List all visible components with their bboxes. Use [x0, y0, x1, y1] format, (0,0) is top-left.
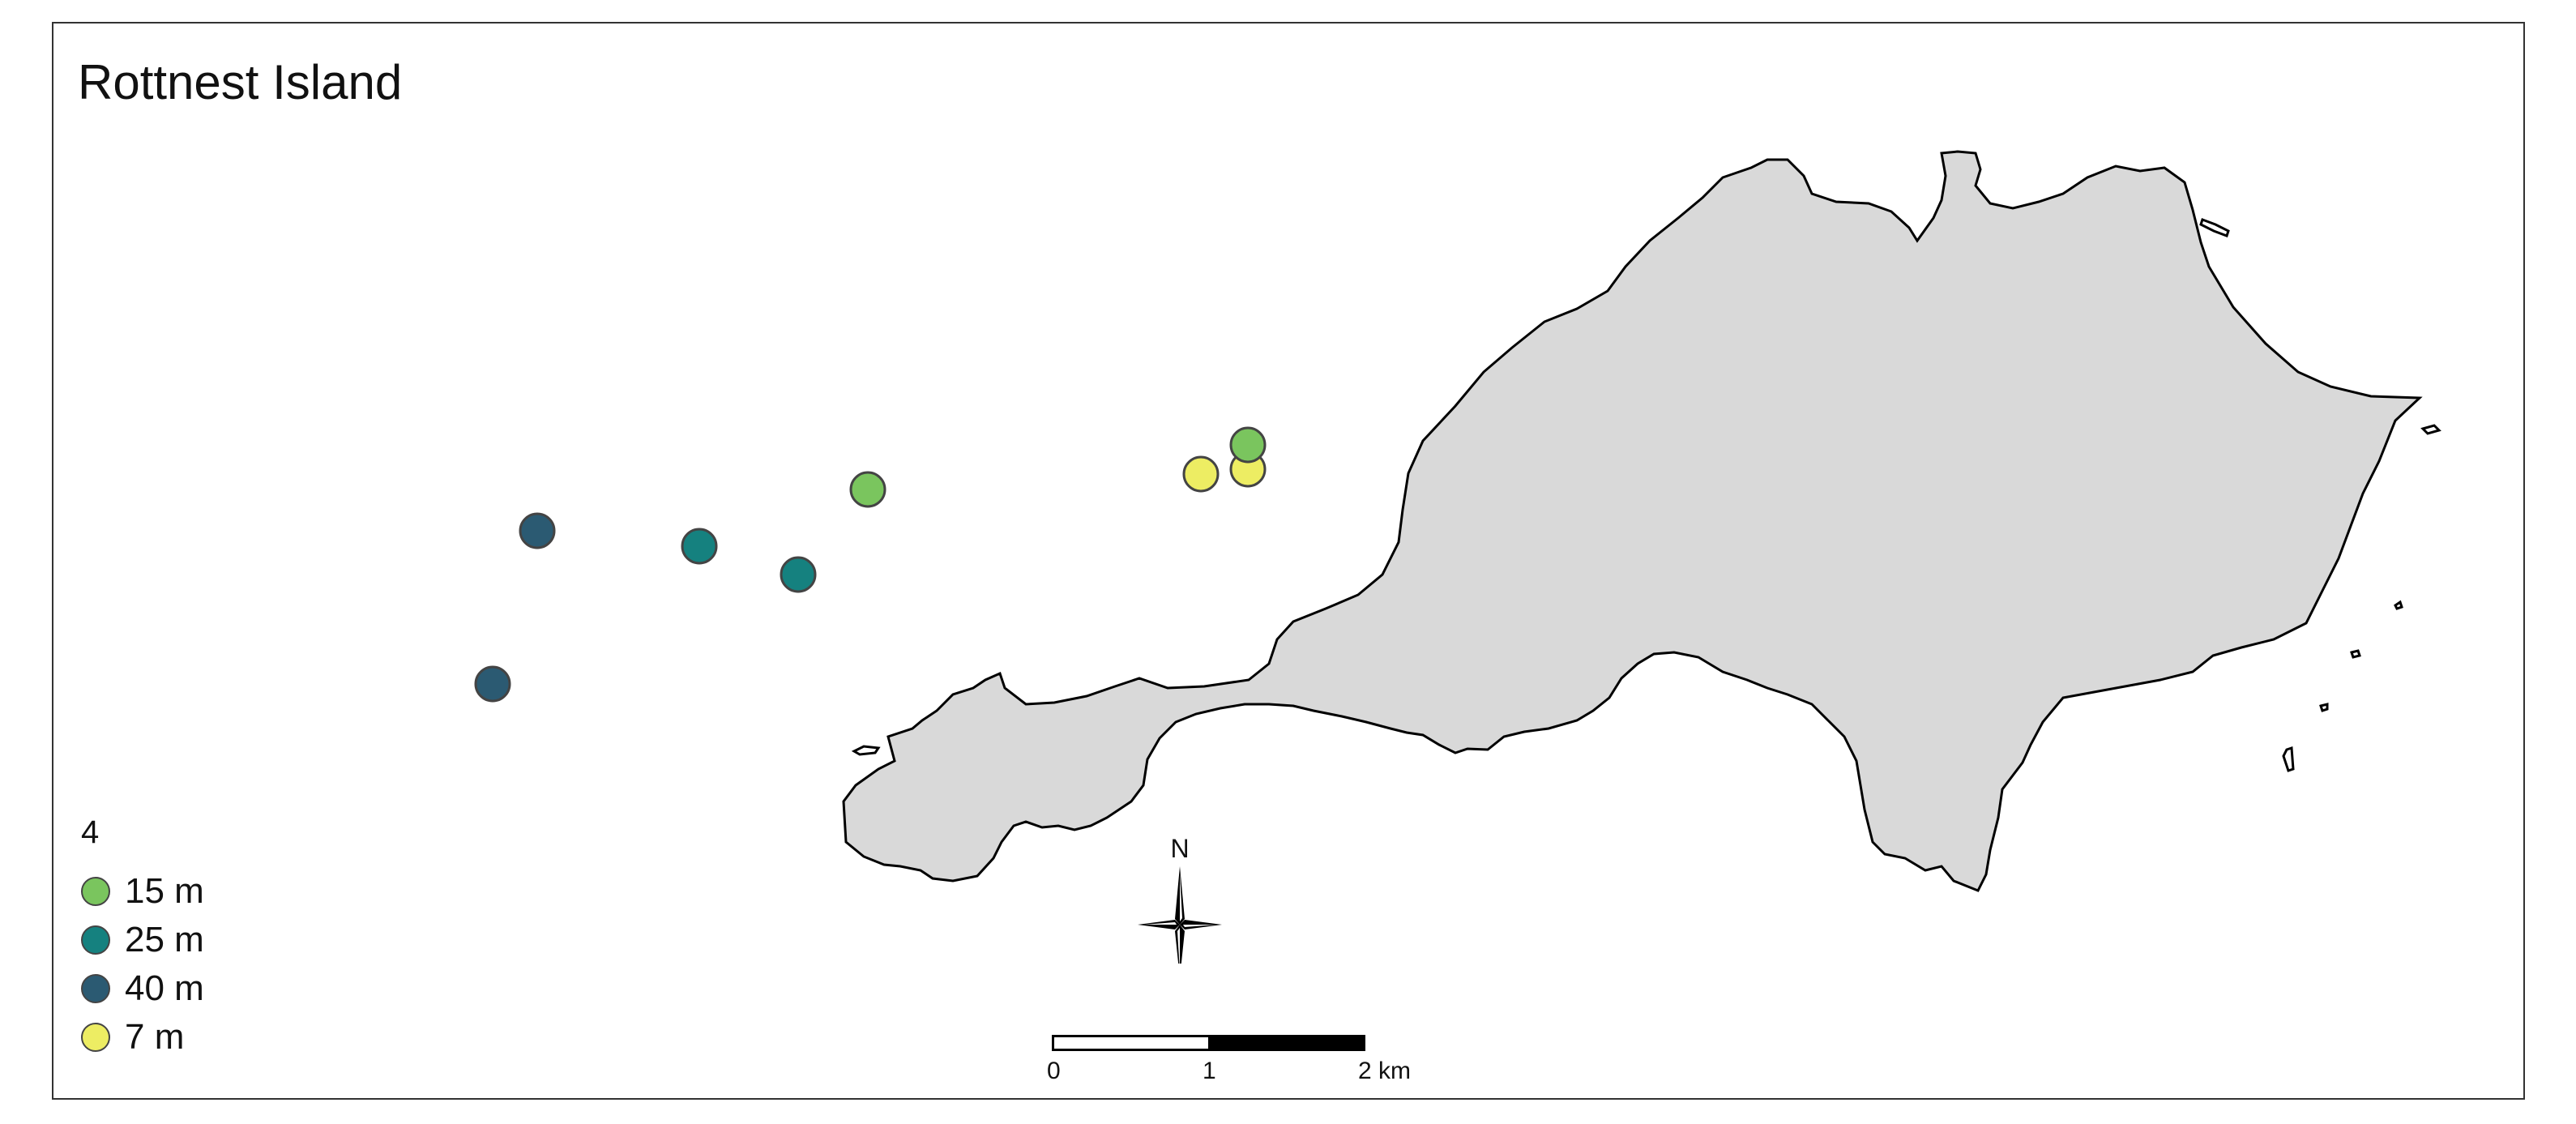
legend-title: 4 [81, 814, 100, 850]
compass-star-icon [1138, 866, 1222, 964]
rottnest-island-landmass [842, 150, 2423, 892]
legend-label: 25 m [125, 920, 204, 959]
site-marker[interactable] [1229, 426, 1267, 464]
scale-bar-segment-white [1052, 1035, 1211, 1051]
depth-legend: 4 15 m 25 m 40 m 7 m [81, 814, 204, 1062]
legend-item-7m: 7 m [81, 1013, 204, 1062]
legend-item-15m: 15 m [81, 867, 204, 916]
legend-item-25m: 25 m [81, 916, 204, 964]
site-marker[interactable] [1182, 455, 1220, 493]
legend-swatch [81, 877, 110, 906]
legend-label: 7 m [125, 1017, 185, 1057]
site-marker[interactable] [519, 512, 556, 549]
map-title: Rottnest Island [78, 55, 403, 109]
legend-label: 40 m [125, 968, 204, 1008]
legend-swatch [81, 974, 110, 1003]
scale-bar: 0 1 2 km [1047, 1035, 1473, 1098]
scale-tick-0: 0 [1047, 1058, 1061, 1084]
map-canvas[interactable] [53, 24, 2525, 1100]
islet [2394, 600, 2403, 610]
site-marker[interactable] [849, 471, 886, 508]
site-marker[interactable] [681, 528, 718, 565]
legend-label: 15 m [125, 871, 204, 911]
islet [2350, 649, 2361, 659]
legend-item-40m: 40 m [81, 964, 204, 1013]
islet [851, 745, 881, 756]
survey-sites [474, 426, 1267, 703]
islet [2319, 703, 2329, 712]
map-frame: Rottnest Island 4 15 m 25 m 40 m 7 m N [52, 22, 2525, 1100]
islet [2420, 424, 2441, 435]
scale-bar-segment-black [1208, 1035, 1365, 1051]
site-marker[interactable] [780, 556, 817, 593]
north-label: N [1170, 834, 1190, 863]
scale-tick-1: 1 [1203, 1058, 1216, 1084]
legend-swatch [81, 925, 110, 955]
scale-tick-2: 2 km [1358, 1058, 1412, 1084]
legend-swatch [81, 1023, 110, 1052]
islet [2282, 746, 2295, 772]
islet [2199, 218, 2230, 237]
north-arrow: N [1131, 834, 1228, 964]
site-marker[interactable] [474, 665, 511, 703]
